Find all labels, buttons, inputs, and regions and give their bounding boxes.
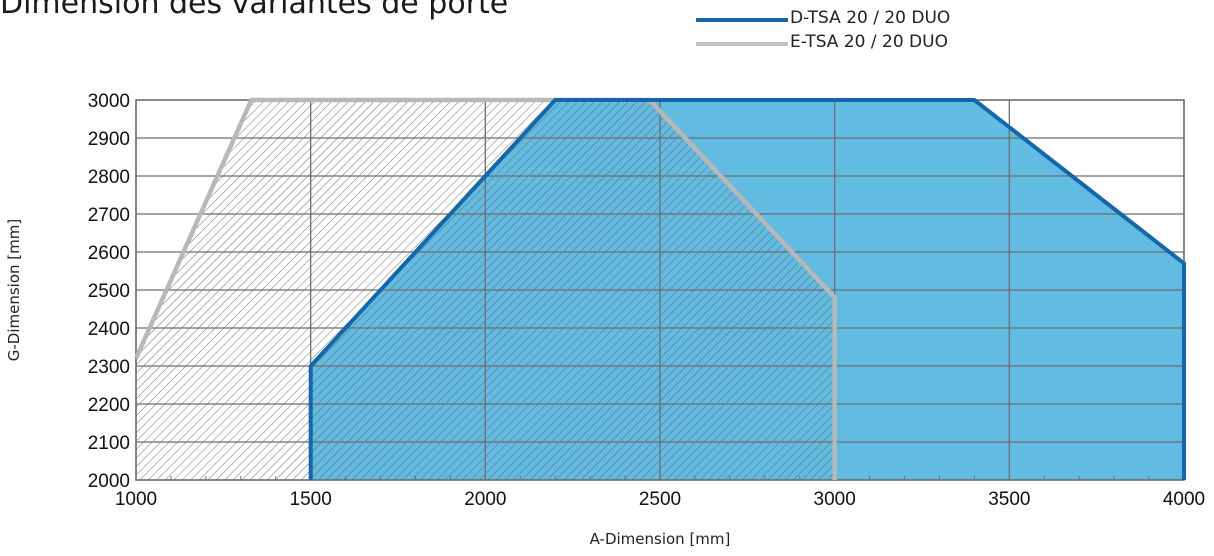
y-tick-label-3000: 3000 xyxy=(88,91,130,112)
x-tick-label-3500: 3500 xyxy=(988,489,1030,510)
x-tick-label-2500: 2500 xyxy=(639,489,681,510)
y-tick-label-2300: 2300 xyxy=(88,357,130,378)
y-tick-label-2900: 2900 xyxy=(88,129,130,150)
y-axis-label: G-Dimension [mm] xyxy=(5,218,23,362)
legend-swatch-e-tsa xyxy=(696,42,788,46)
x-tick-label-3000: 3000 xyxy=(814,489,856,510)
y-tick-label-2000: 2000 xyxy=(88,471,130,492)
chart-title: Dimension des variantes de porte xyxy=(0,0,509,21)
x-tick-label-1000: 1000 xyxy=(115,489,157,510)
y-tick-label-2500: 2500 xyxy=(88,281,130,302)
y-tick-label-2800: 2800 xyxy=(88,167,130,188)
y-tick-label-2700: 2700 xyxy=(88,205,130,226)
x-tick-label-1500: 1500 xyxy=(290,489,332,510)
y-tick-label-2100: 2100 xyxy=(88,433,130,454)
legend-label-e-tsa: E-TSA 20 / 20 DUO xyxy=(790,32,948,52)
x-tick-label-4000: 4000 xyxy=(1163,489,1205,510)
x-tick-label-2000: 2000 xyxy=(464,489,506,510)
series-line-d-tsa xyxy=(308,98,1186,480)
y-tick-label-2200: 2200 xyxy=(88,395,130,416)
y-tick-label-2600: 2600 xyxy=(88,243,130,264)
legend-swatch-d-tsa xyxy=(696,18,788,22)
y-tick-label-2400: 2400 xyxy=(88,319,130,340)
x-axis-label: A-Dimension [mm] xyxy=(589,530,731,548)
legend-label-d-tsa: D-TSA 20 / 20 DUO xyxy=(790,8,951,28)
